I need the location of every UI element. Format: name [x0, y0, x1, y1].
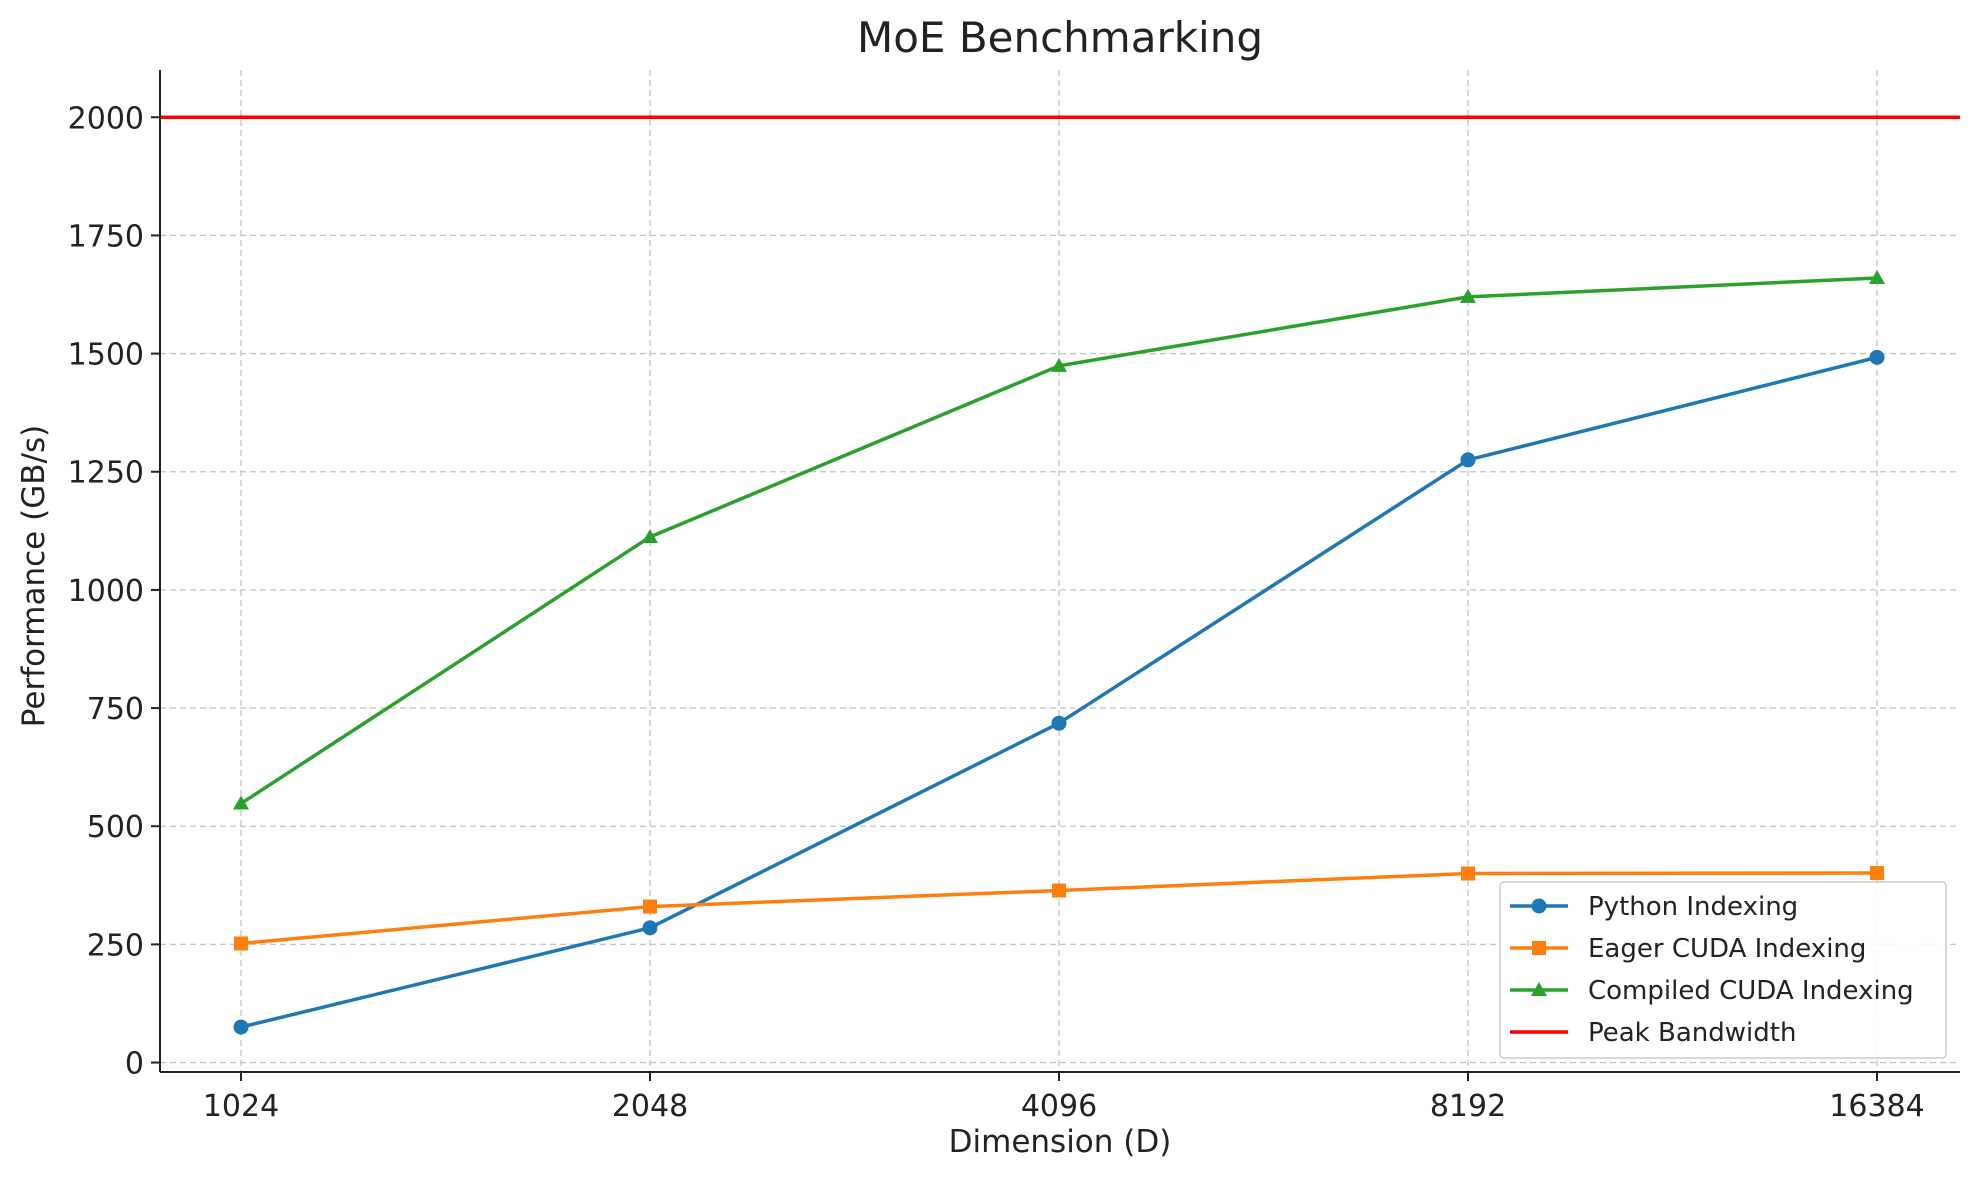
y-tick-label: 1000 [68, 574, 144, 609]
y-ticks: 0 250 500 750 1000 1250 1500 1750 2000 [68, 101, 160, 1082]
legend-label: Compiled CUDA Indexing [1588, 976, 1914, 1006]
series-python-indexing [233, 349, 1885, 1035]
legend-swatch-marker [1532, 941, 1546, 955]
y-axis-label: Performance (GB/s) [16, 425, 52, 727]
legend-item-python-indexing: Python Indexing [1510, 892, 1798, 922]
compiled-cuda-indexing-point [1051, 357, 1067, 372]
compiled-cuda-indexing-point [233, 795, 249, 810]
y-tick-label: 0 [125, 1047, 144, 1082]
x-tick-label: 1024 [203, 1089, 279, 1124]
eager-cuda-indexing-point [234, 936, 248, 951]
y-tick-label: 250 [87, 928, 144, 963]
compiled-cuda-indexing-point [642, 528, 658, 543]
legend-swatch-marker [1531, 982, 1547, 996]
legend-box [1499, 881, 1947, 1059]
python-indexing-point [642, 920, 658, 936]
y-tick-label: 500 [87, 810, 144, 845]
series-compiled-cuda-indexing [233, 269, 1885, 810]
legend-label: Eager CUDA Indexing [1588, 934, 1866, 964]
legend-item-compiled-cuda-indexing: Compiled CUDA Indexing [1510, 976, 1914, 1006]
legend-label: Python Indexing [1588, 892, 1798, 922]
python-indexing-point [233, 1019, 249, 1035]
x-tick-label: 4096 [1021, 1089, 1097, 1124]
python-indexing-point [1460, 452, 1476, 468]
legend-swatch-marker [1531, 898, 1547, 914]
series-eager-cuda-indexing [234, 866, 1884, 951]
legend: Python Indexing Eager CUDA Indexing Compil… [1499, 881, 1947, 1059]
python-indexing-point [1051, 715, 1067, 731]
y-tick-label: 1750 [68, 219, 144, 254]
legend-item-eager-cuda-indexing: Eager CUDA Indexing [1510, 934, 1866, 964]
legend-label: Peak Bandwidth [1588, 1018, 1796, 1048]
series-group [233, 269, 1885, 1035]
eager-cuda-indexing-point [1461, 866, 1475, 881]
x-ticks: 1024 2048 4096 8192 16384 [203, 1072, 1925, 1124]
compiled-cuda-indexing-point [1869, 269, 1885, 284]
y-tick-label: 2000 [68, 101, 144, 136]
chart-title: MoE Benchmarking [857, 13, 1263, 62]
x-axis-label: Dimension (D) [949, 1124, 1172, 1160]
x-tick-label: 16384 [1829, 1089, 1924, 1124]
x-tick-label: 2048 [612, 1089, 688, 1124]
python-indexing-point [1869, 349, 1885, 365]
y-tick-label: 750 [87, 692, 144, 727]
eager-cuda-indexing-point [1052, 883, 1066, 898]
eager-cuda-indexing-point [1870, 866, 1884, 881]
compiled-cuda-indexing-point [1460, 288, 1476, 303]
y-tick-label: 1250 [68, 456, 144, 491]
legend-item-peak-bandwidth: Peak Bandwidth [1510, 1018, 1796, 1048]
eager-cuda-indexing-point [643, 899, 657, 914]
y-tick-label: 1500 [68, 338, 144, 373]
x-tick-label: 8192 [1430, 1089, 1506, 1124]
